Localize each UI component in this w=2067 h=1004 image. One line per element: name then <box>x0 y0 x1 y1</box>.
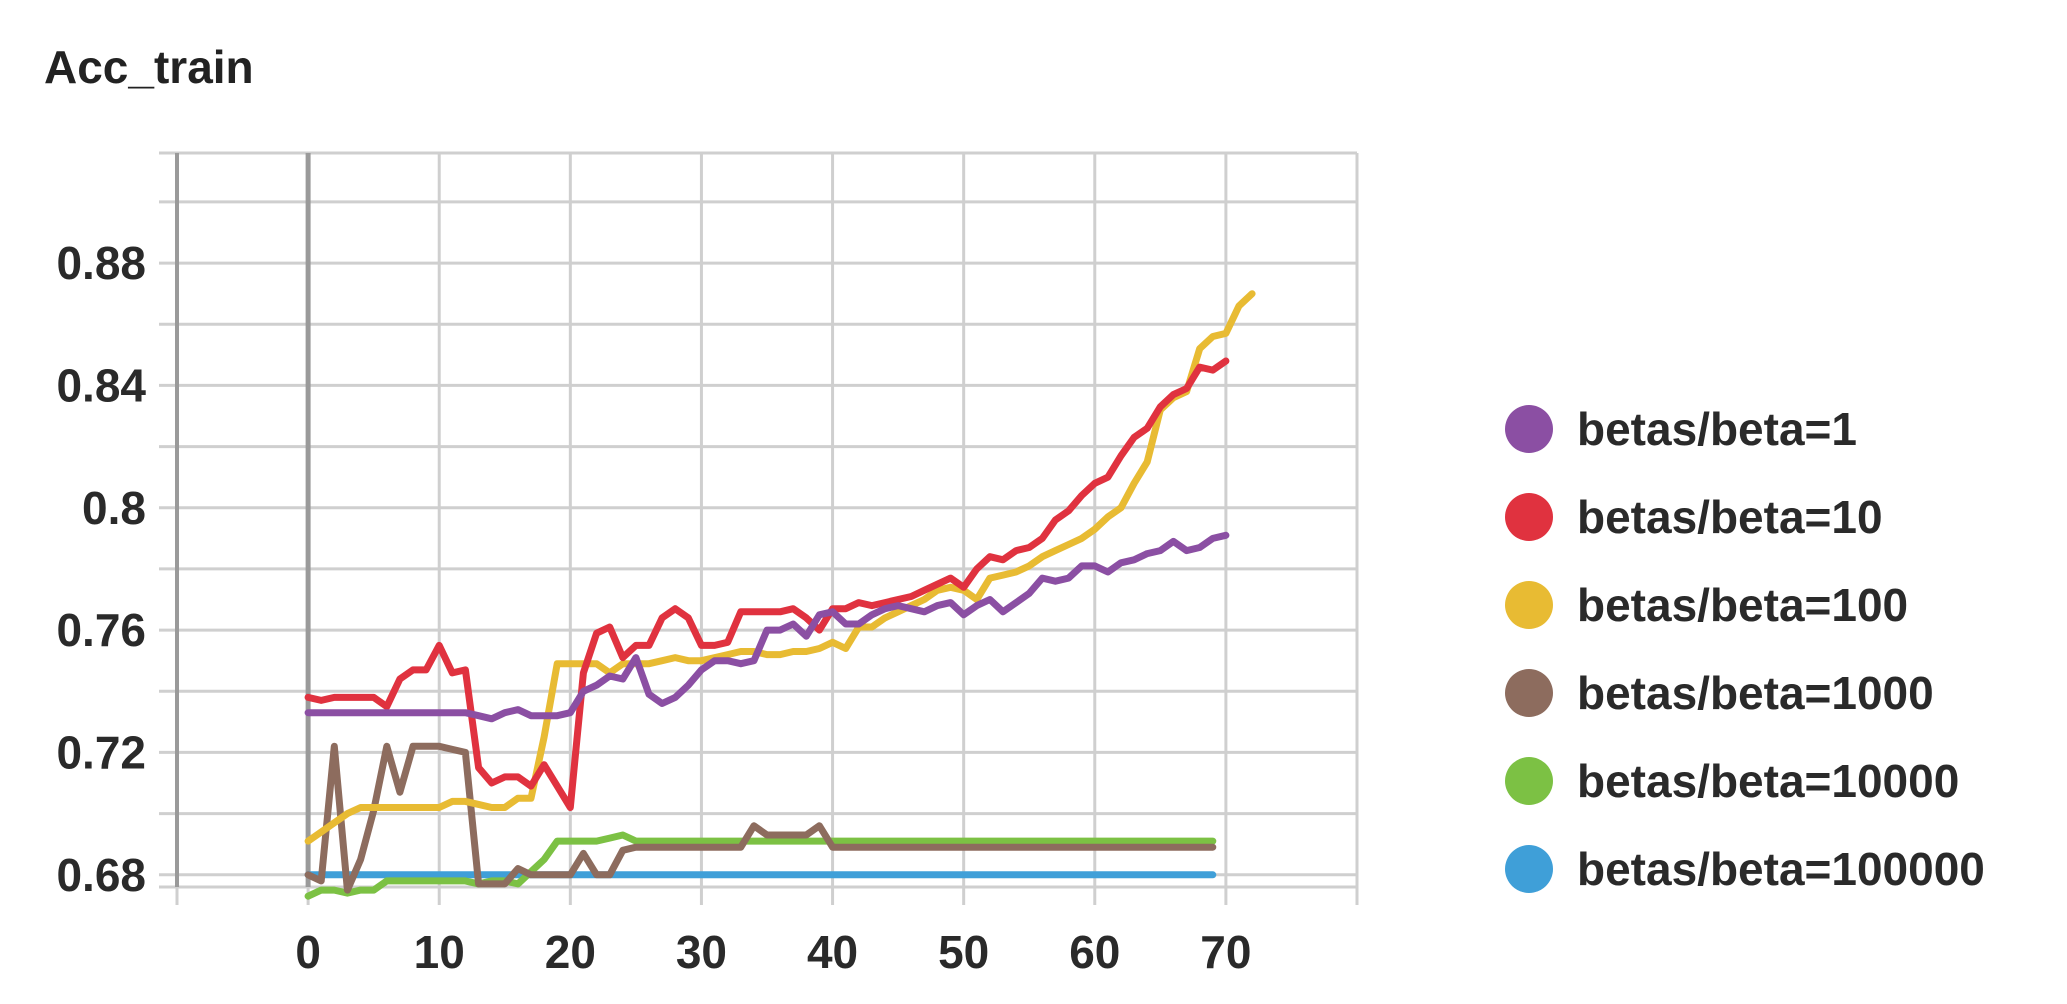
chart-title: Acc_train <box>44 41 254 93</box>
legend-swatch <box>1505 405 1553 453</box>
y-tick-label: 0.72 <box>56 726 146 778</box>
series-line-betas-beta-100 <box>304 290 1256 845</box>
y-tick-label: 0.88 <box>56 237 146 289</box>
y-tick-label: 0.68 <box>56 849 146 901</box>
legend-swatch <box>1505 669 1553 717</box>
series-line-betas-beta-1000 <box>304 742 1217 894</box>
x-tick-label: 50 <box>938 926 989 978</box>
legend-item: betas/beta=1 <box>1505 385 1985 473</box>
x-tick-label: 10 <box>414 926 465 978</box>
x-tick-label: 40 <box>807 926 858 978</box>
legend-item: betas/beta=100 <box>1505 561 1985 649</box>
y-axis-ticks: 0.68 0.72 0.76 0.8 0.84 0.88 <box>56 237 146 901</box>
legend-item: betas/beta=10000 <box>1505 737 1985 825</box>
legend-swatch <box>1505 581 1553 629</box>
series-line-betas-beta-10000 <box>304 831 1217 900</box>
legend-item: betas/beta=1000 <box>1505 649 1985 737</box>
legend-swatch <box>1505 493 1553 541</box>
legend-label: betas/beta=100 <box>1577 579 1909 631</box>
legend-label: betas/beta=1 <box>1577 403 1857 455</box>
x-tick-label: 0 <box>295 926 321 978</box>
y-tick-label: 0.8 <box>82 482 146 534</box>
legend-label: betas/beta=10000 <box>1577 755 1960 807</box>
legend-label: betas/beta=100000 <box>1577 843 1985 895</box>
x-axis-ticks: 0 10 20 30 40 50 60 70 <box>295 926 1251 978</box>
series-lines <box>304 290 1256 900</box>
y-tick-label: 0.84 <box>56 359 146 411</box>
series-line-betas-beta-10 <box>304 357 1230 811</box>
legend-item: betas/beta=100000 <box>1505 825 1985 913</box>
series-line-betas-beta-1 <box>304 531 1230 723</box>
legend: betas/beta=1 betas/beta=10 betas/beta=100 b… <box>1505 385 1985 913</box>
x-tick-label: 60 <box>1069 926 1120 978</box>
y-tick-label: 0.76 <box>56 604 146 656</box>
legend-label: betas/beta=1000 <box>1577 667 1934 719</box>
legend-swatch <box>1505 757 1553 805</box>
x-tick-label: 20 <box>545 926 596 978</box>
legend-item: betas/beta=10 <box>1505 473 1985 561</box>
x-tick-label: 30 <box>676 926 727 978</box>
legend-swatch <box>1505 845 1553 893</box>
x-tick-label: 70 <box>1200 926 1251 978</box>
legend-label: betas/beta=10 <box>1577 491 1883 543</box>
